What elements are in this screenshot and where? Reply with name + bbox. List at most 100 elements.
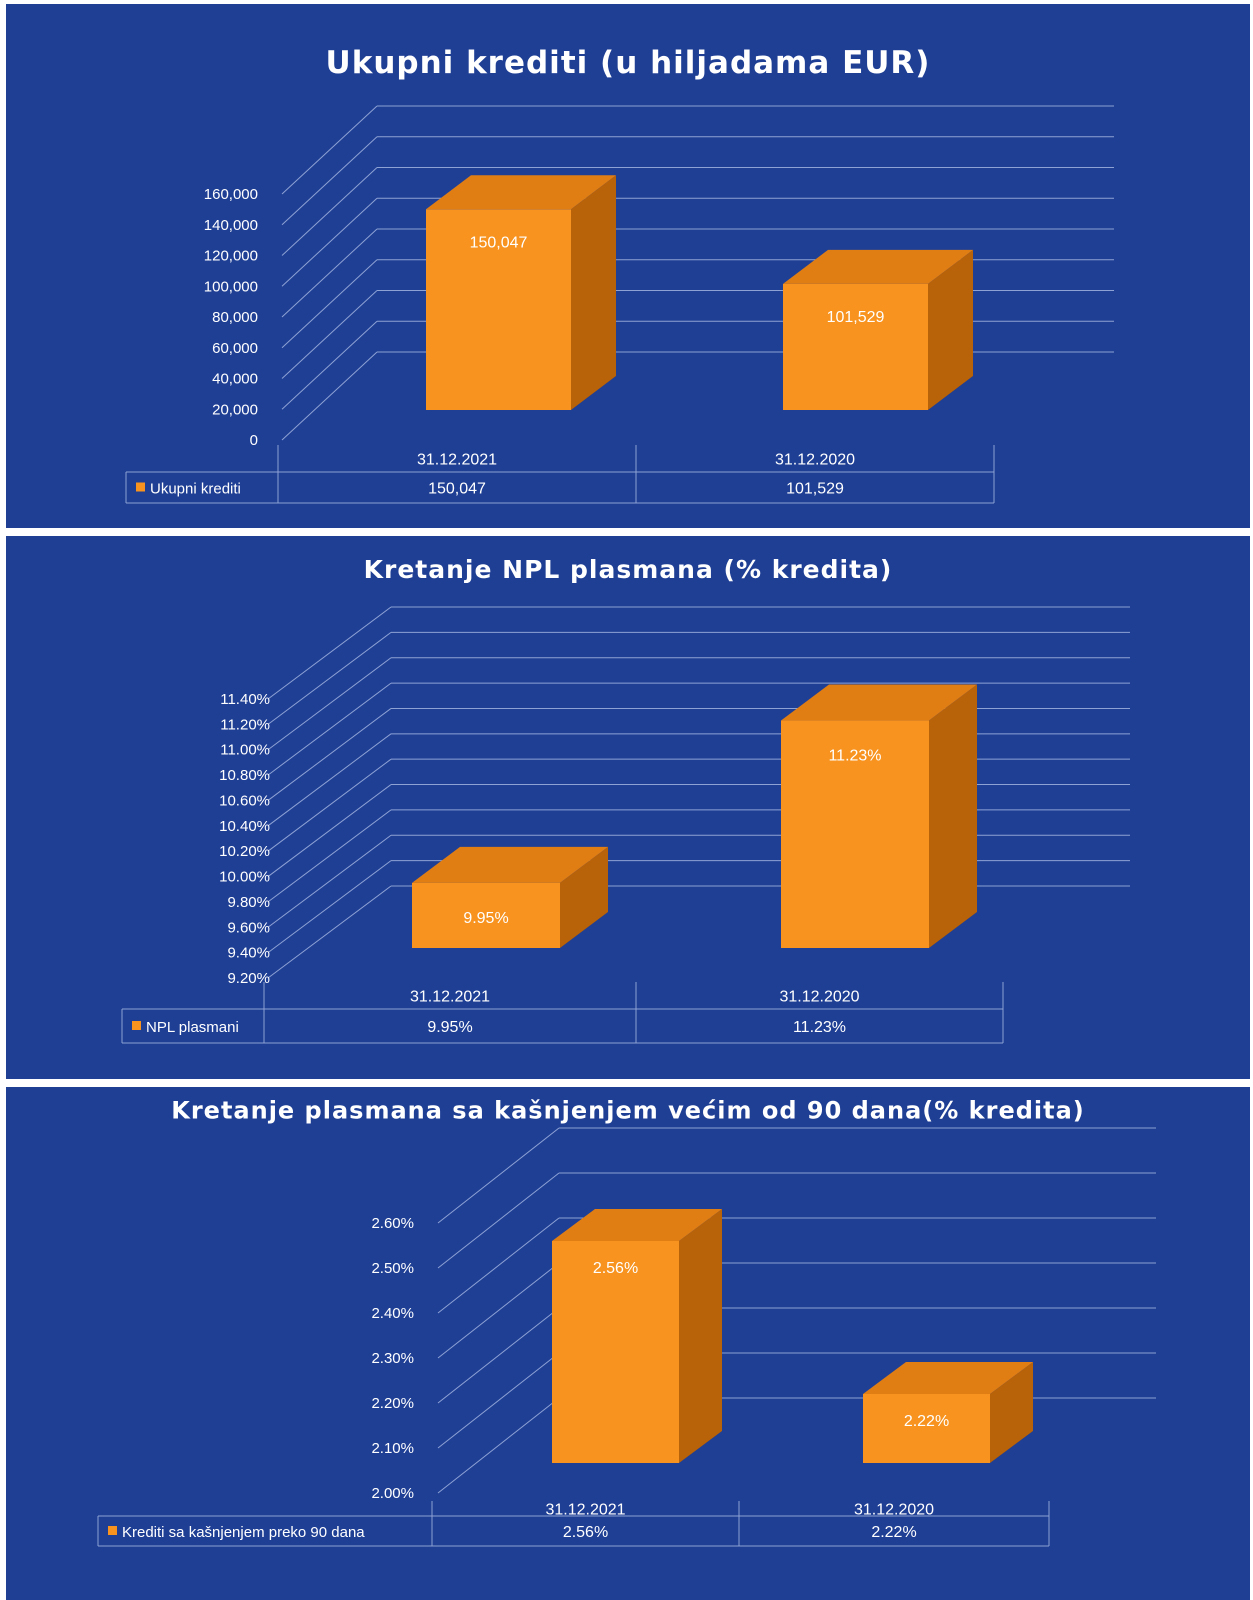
table-value: 150,047 <box>428 481 486 498</box>
chart-title: Kretanje plasmana sa kašnjenjem većim od… <box>171 1096 1085 1124</box>
chart-kasnjenje-90-dana: Kretanje plasmana sa kašnjenjem većim od… <box>97 1096 1156 1547</box>
legend-swatch <box>132 1021 141 1030</box>
y-tick-label: 2.30% <box>371 1350 414 1367</box>
gridline-diagonal <box>267 606 392 700</box>
bar-front <box>426 209 571 410</box>
data-table: 31.12.2021 150,047 31.12.2020 101,529 Ukupni… <box>125 445 995 504</box>
y-tick-label: 60,000 <box>212 340 258 357</box>
y-tick-label: 9.80% <box>227 894 270 911</box>
category-label: 31.12.2020 <box>775 452 855 469</box>
bar-2 <box>783 249 973 410</box>
gridline-diagonal <box>267 733 392 827</box>
y-tick-label: 10.00% <box>219 869 270 886</box>
y-tick-label: 2.20% <box>371 1395 414 1412</box>
bar-top <box>863 1362 1033 1394</box>
table-value: 101,529 <box>786 481 844 498</box>
gridline-diagonal <box>267 758 392 852</box>
gridline-diagonal <box>267 631 392 725</box>
gridline-diagonal <box>281 136 378 226</box>
table-value: 2.56% <box>563 1524 608 1541</box>
y-tick-label: 20,000 <box>212 401 258 418</box>
gridline-diagonal <box>281 228 378 318</box>
bar-top <box>552 1209 722 1241</box>
category-label: 31.12.2021 <box>417 452 497 469</box>
gridline-diagonal <box>267 657 392 751</box>
category-label: 31.12.2020 <box>854 1502 934 1519</box>
gridline-diagonal <box>437 1262 560 1359</box>
chart-panel-kasnjenje-90-dana: Kretanje plasmana sa kašnjenjem većim od… <box>6 1087 1250 1600</box>
y-tick-label: 2.10% <box>371 1440 414 1457</box>
gridline-diagonal <box>281 167 378 256</box>
data-table: 31.12.2021 2.56% 31.12.2020 2.22% Krediti sa… <box>97 1501 1050 1547</box>
bar-top <box>412 846 608 883</box>
gridline-diagonal <box>281 259 378 349</box>
bar-side <box>560 846 608 948</box>
y-tick-label: 2.00% <box>371 1485 414 1502</box>
gridline-diagonal <box>267 784 392 877</box>
bar-2 <box>781 684 977 948</box>
gridline-diagonal <box>281 105 378 195</box>
chart-panel-ukupni-krediti: Ukupni krediti (u hiljadama EUR) 0 20,000 4… <box>6 4 1250 528</box>
gridline-diagonal <box>437 1307 560 1404</box>
gridline-diagonal <box>437 1217 560 1314</box>
chart-title: Ukupni krediti (u hiljadama EUR) <box>326 45 931 81</box>
bar-1 <box>426 175 616 410</box>
bar-side <box>929 684 977 948</box>
bar-side <box>679 1209 722 1463</box>
y-tick-label: 11.20% <box>220 716 270 733</box>
y-tick-label: 9.20% <box>227 970 270 987</box>
category-label: 31.12.2021 <box>545 1502 625 1519</box>
bar-front <box>781 720 929 948</box>
bar-front <box>783 283 928 410</box>
y-tick-label: 80,000 <box>212 309 258 326</box>
legend-series-name: Ukupni krediti <box>150 481 241 498</box>
gridlines <box>267 606 1130 979</box>
gridline-diagonal <box>281 351 378 441</box>
data-label: 11.23% <box>828 748 881 765</box>
category-label: 31.12.2020 <box>779 989 859 1006</box>
gridline-diagonal <box>267 809 392 903</box>
chart-title: Kretanje NPL plasmana (% kredita) <box>364 555 893 584</box>
y-tick-label: 100,000 <box>204 278 258 295</box>
bar-front <box>863 1394 990 1463</box>
bar-1 <box>412 846 608 948</box>
y-tick-label: 10.60% <box>219 792 270 809</box>
y-tick-label: 10.40% <box>219 818 270 835</box>
bar-top <box>426 175 616 210</box>
legend-swatch <box>136 482 145 492</box>
y-tick-label: 11.00% <box>220 742 270 759</box>
y-tick-label: 2.50% <box>371 1260 414 1277</box>
gridline-diagonal <box>267 708 392 801</box>
data-table: 31.12.2021 9.95% 31.12.2020 11.23% NPL plasm… <box>121 982 1004 1044</box>
chart-ukupni-krediti: Ukupni krediti (u hiljadama EUR) 0 20,000 4… <box>125 45 1114 504</box>
bar-side <box>571 175 616 410</box>
data-label: 2.22% <box>904 1413 949 1430</box>
table-value: 11.23% <box>793 1019 846 1036</box>
y-tick-label: 11.40% <box>220 691 270 708</box>
bar-front <box>552 1241 679 1463</box>
chart-npl-plasmani: Kretanje NPL plasmana (% kredita) 9.20% 9.… <box>121 555 1130 1044</box>
data-label: 9.95% <box>463 910 508 927</box>
bar-side <box>928 249 973 410</box>
chart-panel-npl-plasmani: Kretanje NPL plasmana (% kredita) 9.20% 9.… <box>6 536 1250 1079</box>
category-label: 31.12.2021 <box>410 989 490 1006</box>
y-tick-label: 9.60% <box>227 919 270 936</box>
data-label: 2.56% <box>593 1260 638 1277</box>
data-label: 101,529 <box>827 309 885 326</box>
table-value: 9.95% <box>427 1019 472 1036</box>
gridline-diagonal <box>281 320 378 410</box>
bar-side <box>990 1362 1033 1463</box>
gridline-diagonal <box>281 290 378 379</box>
gridline-diagonal <box>437 1172 560 1269</box>
y-tick-label: 9.40% <box>227 945 270 962</box>
y-tick-label: 10.80% <box>219 767 270 784</box>
gridlines <box>437 1127 1156 1494</box>
y-tick-label: 0 <box>250 432 258 449</box>
y-tick-label: 40,000 <box>212 371 258 388</box>
gridline-diagonal <box>267 860 392 954</box>
legend-series-name: Krediti sa kašnjenjem preko 90 dana <box>122 1524 365 1541</box>
bar-front <box>412 882 560 948</box>
bar-top <box>783 249 973 284</box>
bar-2 <box>863 1362 1033 1463</box>
data-label: 150,047 <box>470 234 528 251</box>
